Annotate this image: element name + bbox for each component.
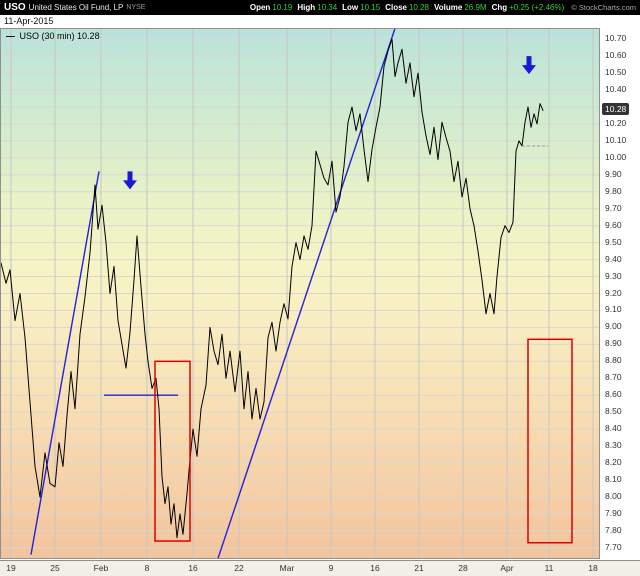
price-axis-label: 7.80 [605,524,622,535]
stat-value-open: 10.19 [272,3,293,12]
down-arrow-icon [522,56,536,75]
date-axis-label: 25 [50,563,60,573]
stat-label-close: Close [385,3,407,12]
exchange-label: NYSE [126,4,146,11]
chart-date: 11-Apr-2015 [4,16,54,26]
chart-date-row: 11-Apr-2015 [0,15,640,28]
date-axis-label: 11 [544,563,554,573]
price-axis-label: 9.10 [605,304,622,315]
price-axis-label: 10.20 [605,117,627,128]
date-axis-label: 18 [588,563,598,573]
price-axis-label: 10.10 [605,134,627,145]
trendline [30,171,100,555]
price-axis-label: 8.40 [605,423,622,434]
date-axis-label: Apr [500,563,514,573]
date-axis-label: 16 [370,563,380,573]
date-axis-label: Feb [93,563,109,573]
price-axis-label: 9.80 [605,185,622,196]
price-line [1,38,544,539]
date-axis-label: 28 [458,563,468,573]
ticker-symbol: USO [4,2,26,13]
price-chart-svg [1,29,599,558]
date-axis-label: 16 [188,563,198,573]
price-axis-label: 9.90 [605,168,622,179]
price-axis-label: 9.00 [605,321,622,332]
series-last-value: 10.28 [77,31,100,41]
ohlc-stats: Open 10.19 High 10.34 Low 10.15 Close 10.28 Volu… [245,3,564,12]
price-axis-label: 9.70 [605,202,622,213]
security-name: United States Oil Fund, LP [28,3,124,12]
series-color-swatch: — [6,31,15,41]
series-label: USO (30 min) [19,31,75,41]
stat-label-volume: Volume [434,3,463,12]
stat-label-low: Low [342,3,359,12]
chart-main: — USO (30 min) 10.28 10.28 10.70 10.60 10.… [0,28,640,576]
price-axis-label: 10.00 [605,151,627,162]
plot-area: — USO (30 min) 10.28 [0,28,600,559]
price-axis-label: 10.70 [605,33,627,44]
price-axis-label: 10.60 [605,50,627,61]
price-axis-label: 8.60 [605,389,622,400]
date-axis-label: 22 [234,563,244,573]
last-price-badge: 10.28 [602,103,630,116]
stat-value-chg: +0.25 (+2.46%) [509,3,565,12]
stat-value-volume: 26.9M [464,3,487,12]
date-axis-label: 9 [328,563,334,573]
price-axis-label: 8.90 [605,338,622,349]
date-axis-label: Mar [279,563,295,573]
date-axis-label: 19 [6,563,16,573]
price-axis-label: 8.10 [605,474,622,484]
price-axis: 10.28 10.7010.6010.5010.4010.3010.2010.1… [601,28,640,559]
stat-label-open: Open [249,3,271,12]
stat-value-high: 10.34 [317,3,338,12]
down-arrow-icon [123,171,137,190]
date-axis: 19 25 Feb 8 16 22 Mar 9 16 21 28 Apr 11 18 [0,560,640,576]
price-axis-label: 7.70 [605,541,622,552]
price-axis-label: 9.30 [605,270,622,281]
price-axis-label: 9.50 [605,236,622,247]
price-axis-label: 9.40 [605,253,622,264]
price-axis-label: 8.50 [605,406,622,417]
price-axis-label: 7.90 [605,507,622,518]
price-axis-label: 9.60 [605,219,622,230]
date-axis-label: 21 [414,563,424,573]
price-axis-label: 10.50 [605,67,627,78]
price-axis-label: 8.20 [605,457,622,468]
stat-value-close: 10.28 [408,3,430,12]
series-legend: — USO (30 min) 10.28 [6,31,100,41]
price-axis-label: 8.70 [605,372,622,383]
price-axis-label: 9.20 [605,287,622,298]
price-axis-label: 10.40 [605,84,627,95]
date-axis-label: 8 [144,563,150,573]
stat-label-high: High [297,3,316,12]
stat-label-chg: Chg [491,3,508,12]
chart-header: USO United States Oil Fund, LP NYSE Open… [0,0,640,15]
annotation-box [527,338,573,544]
annotation-box [154,360,191,542]
stat-value-low: 10.15 [360,3,381,12]
price-axis-label: 8.80 [605,355,622,366]
trendline [217,29,396,558]
price-axis-label: 8.00 [605,490,622,501]
copyright-label: © StockCharts.com [571,3,636,12]
price-axis-label: 8.30 [605,440,622,451]
